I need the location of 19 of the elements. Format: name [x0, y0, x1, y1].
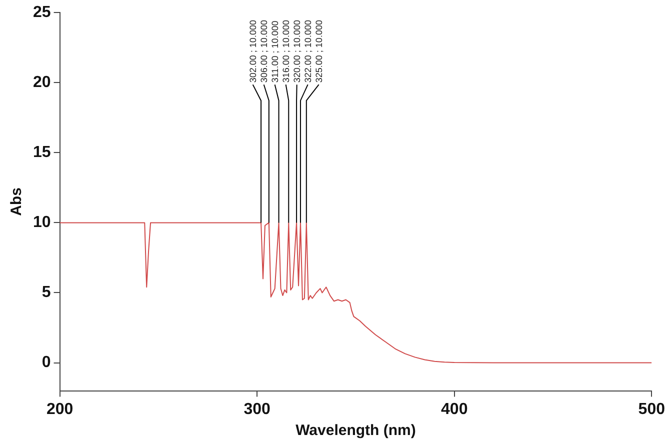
y-tick-label: 0 — [42, 354, 51, 372]
annotation: 320.00 ; 10.000 — [292, 20, 302, 83]
annotation: 311.00 ; 10.000 — [270, 20, 280, 83]
annotation: 302.00 ; 10.000 — [248, 20, 258, 83]
y-tick-label: 10 — [33, 214, 51, 232]
y-tick-label: 5 — [42, 284, 51, 302]
x-tick-label: 200 — [46, 400, 74, 418]
y-tick-label: 20 — [33, 74, 51, 92]
y-tick-label: 15 — [33, 144, 51, 162]
x-tick-label: 400 — [441, 400, 468, 418]
annotation: 316.00 ; 10.000 — [280, 20, 291, 83]
annotation: 306.00 ; 10.000 — [258, 20, 269, 83]
x-tick-label: 500 — [638, 400, 666, 418]
annotation: 322.00 ; 10.000 — [302, 20, 313, 83]
x-axis-title: Wavelength (nm) — [296, 422, 416, 440]
x-tick-label: 300 — [244, 400, 271, 418]
annotation: 325.00 ; 10.000 — [314, 20, 324, 83]
y-axis-title: Abs — [8, 188, 26, 216]
y-tick-label: 25 — [33, 4, 51, 22]
